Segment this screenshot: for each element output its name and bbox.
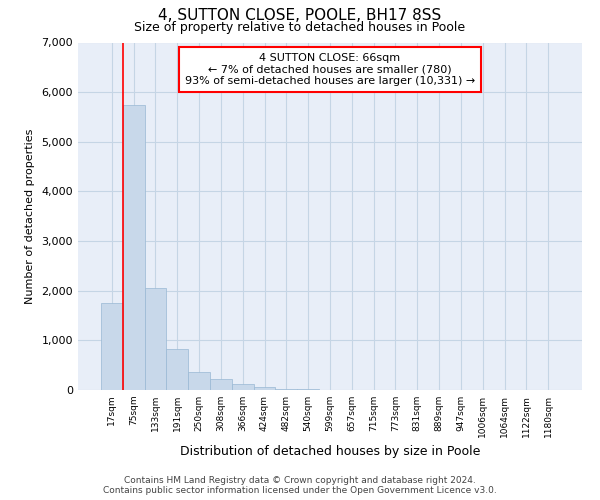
Bar xyxy=(254,386,275,390)
Text: Contains HM Land Registry data © Crown copyright and database right 2024.
Contai: Contains HM Land Registry data © Crown c… xyxy=(103,476,497,495)
Bar xyxy=(188,372,210,390)
Text: Size of property relative to detached houses in Poole: Size of property relative to detached ho… xyxy=(134,21,466,34)
X-axis label: Distribution of detached houses by size in Poole: Distribution of detached houses by size … xyxy=(180,446,480,458)
Bar xyxy=(275,388,297,390)
Bar xyxy=(232,384,254,390)
Bar xyxy=(145,288,166,390)
Bar xyxy=(210,378,232,390)
Bar xyxy=(101,303,123,390)
Bar xyxy=(166,350,188,390)
Text: 4, SUTTON CLOSE, POOLE, BH17 8SS: 4, SUTTON CLOSE, POOLE, BH17 8SS xyxy=(158,8,442,22)
Text: 4 SUTTON CLOSE: 66sqm
← 7% of detached houses are smaller (780)
93% of semi-deta: 4 SUTTON CLOSE: 66sqm ← 7% of detached h… xyxy=(185,53,475,86)
Bar xyxy=(123,104,145,390)
Y-axis label: Number of detached properties: Number of detached properties xyxy=(25,128,35,304)
